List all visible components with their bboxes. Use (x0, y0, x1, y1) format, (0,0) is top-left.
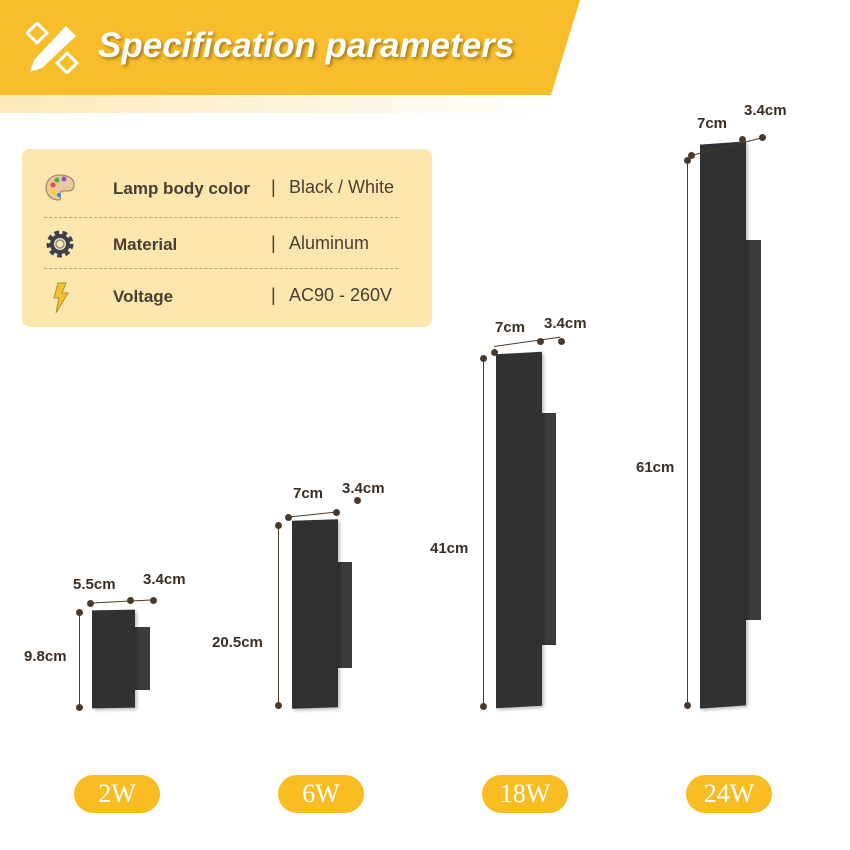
divider (44, 217, 398, 218)
dimension-dot (491, 349, 498, 356)
dimension-line (288, 511, 338, 518)
width-label: 7cm (293, 485, 324, 502)
pencil-ruler-icon (26, 22, 80, 74)
lamp-6w (292, 519, 338, 709)
dimension-dot (684, 702, 691, 709)
separator: | (271, 177, 276, 197)
lamp-bracket (744, 240, 761, 620)
height-label: 20.5cm (212, 634, 263, 651)
spec-row-voltage: Voltage | AC90 - 260V (22, 275, 432, 315)
height-label: 9.8cm (24, 648, 67, 665)
power-badge: 18W (482, 775, 568, 813)
spec-label: Voltage (113, 287, 174, 306)
dimension-line (90, 599, 153, 604)
dimension-dot (76, 609, 83, 616)
lamp-2w (92, 609, 135, 709)
page-title: Specification parameters (98, 26, 515, 65)
dimension-dot (480, 355, 487, 362)
spec-row-material: Material | Aluminum (22, 223, 432, 263)
lamp-24w (700, 141, 746, 709)
dimension-dot (150, 597, 157, 604)
dimension-line (278, 525, 279, 705)
dimension-dot (759, 134, 766, 141)
height-label: 61cm (636, 459, 675, 476)
separator: | (271, 233, 276, 253)
dimension-dot (285, 514, 292, 521)
palette-icon (45, 174, 75, 201)
dimension-dot (275, 702, 282, 709)
dimension-line (483, 358, 484, 706)
spec-label: Material (113, 235, 178, 254)
lamp-bracket (133, 627, 150, 690)
lamp-bracket (336, 562, 352, 668)
dimension-dot (480, 703, 487, 710)
divider (44, 268, 398, 269)
spec-value: Black / White (289, 177, 395, 197)
dimension-dot (127, 597, 134, 604)
spec-label: Lamp body color (113, 179, 250, 198)
dimension-dot (333, 509, 340, 516)
separator: | (271, 285, 276, 305)
height-label: 41cm (430, 540, 469, 557)
dimension-dot (739, 136, 746, 143)
gear-icon (46, 230, 74, 258)
dimension-dot (275, 522, 282, 529)
dimension-dot (558, 338, 565, 345)
width-label: 7cm (697, 115, 728, 132)
depth-label: 3.4cm (744, 102, 787, 119)
dimension-dot (684, 157, 691, 164)
depth-label: 3.4cm (544, 315, 587, 332)
depth-label: 3.4cm (342, 480, 385, 497)
header-banner (0, 0, 580, 95)
width-label: 5.5cm (73, 576, 116, 593)
spec-value: Aluminum (289, 233, 370, 253)
width-label: 7cm (495, 319, 526, 336)
spec-value: AC90 - 260V (289, 285, 393, 305)
depth-label: 3.4cm (143, 571, 186, 588)
dimension-dot (354, 497, 361, 504)
power-badge: 2W (74, 775, 160, 813)
lamp-bracket (540, 413, 556, 645)
dimension-dot (76, 704, 83, 711)
dimension-line (493, 336, 561, 347)
dimension-line (687, 160, 688, 705)
header-fade (0, 95, 560, 113)
dimension-dot (537, 338, 544, 345)
lamp-18w (496, 351, 542, 709)
spec-table: Lamp body color | Black / White Material… (22, 149, 432, 327)
dimension-line (79, 612, 80, 707)
spec-row-color: Lamp body color | Black / White (22, 167, 432, 207)
power-badge: 6W (278, 775, 364, 813)
dimension-dot (688, 152, 695, 159)
power-badge: 24W (686, 775, 772, 813)
dimension-dot (87, 600, 94, 607)
lightning-icon (53, 282, 69, 314)
